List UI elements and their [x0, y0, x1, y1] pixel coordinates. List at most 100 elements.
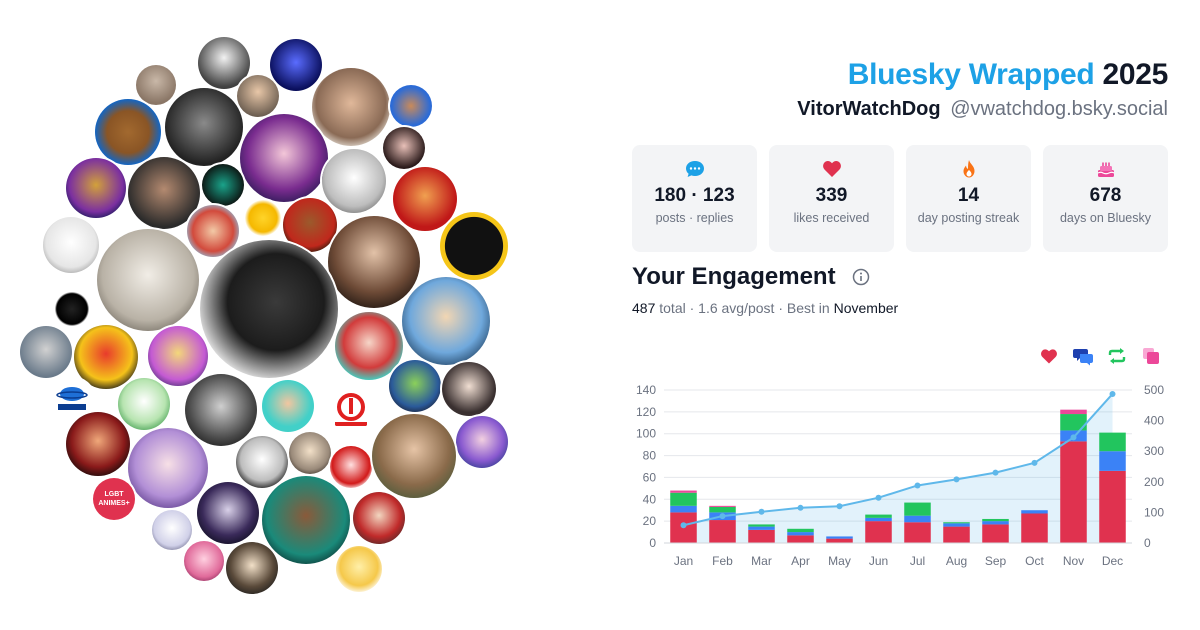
avatar[interactable] — [440, 212, 508, 280]
avatar[interactable] — [152, 510, 192, 550]
avatar[interactable] — [390, 85, 432, 127]
x-tick-label: Mar — [751, 554, 772, 568]
heart-icon — [822, 161, 841, 177]
avatar[interactable] — [442, 362, 496, 416]
avatar[interactable] — [262, 380, 314, 432]
user-handle[interactable]: @vwatchdog.bsky.social — [950, 98, 1168, 120]
avatar[interactable] — [74, 325, 138, 389]
avatar[interactable] — [393, 167, 457, 231]
avatar-large[interactable] — [262, 476, 350, 564]
x-tick-label: Jul — [910, 554, 925, 568]
reposts-legend-repost-icon[interactable] — [1106, 345, 1128, 367]
x-tick-label: Aug — [946, 554, 967, 568]
info-icon[interactable] — [852, 268, 870, 286]
y-right-tick-label: 200 — [1144, 475, 1164, 489]
bar-segment — [787, 528, 814, 533]
total-line-point — [836, 503, 843, 510]
avatar[interactable] — [402, 277, 490, 365]
bar-segment — [865, 514, 892, 518]
x-tick-label: Nov — [1063, 554, 1084, 568]
avatar[interactable] — [226, 542, 278, 594]
avatar[interactable] — [328, 216, 420, 308]
avatar-large[interactable] — [200, 240, 338, 378]
avatar[interactable] — [237, 75, 279, 117]
avatar[interactable] — [289, 432, 331, 474]
avatar[interactable] — [270, 39, 322, 91]
avatar[interactable] — [165, 88, 243, 166]
stat-card-likes: 339 likes received — [769, 145, 894, 252]
bar-segment — [1099, 432, 1126, 452]
avatar[interactable] — [245, 200, 281, 236]
stat-card-days: 678 days on Bluesky — [1043, 145, 1168, 252]
x-tick-label: Feb — [712, 554, 733, 568]
avatar[interactable] — [185, 374, 257, 446]
avatar[interactable] — [128, 428, 208, 508]
title-year: 2025 — [1102, 58, 1168, 91]
avatar[interactable] — [128, 157, 200, 229]
avatar[interactable] — [184, 541, 224, 581]
y-left-tick-label: 60 — [643, 470, 657, 484]
bar-segment — [943, 526, 970, 543]
separator: · — [689, 300, 695, 316]
y-left-tick-label: 140 — [636, 383, 656, 397]
avatar[interactable] — [95, 99, 161, 165]
avatar[interactable] — [148, 326, 208, 386]
bar-segment — [748, 526, 775, 530]
total-line-point — [914, 482, 921, 489]
title-accent: Bluesky Wrapped — [847, 58, 1095, 91]
avatar[interactable] — [312, 68, 390, 146]
y-left-tick-label: 20 — [643, 514, 657, 528]
avatar[interactable] — [240, 114, 328, 202]
stat-label: posts · replies — [655, 211, 734, 225]
x-tick-label: Dec — [1102, 554, 1123, 568]
bar-segment — [670, 490, 697, 493]
avatar[interactable] — [43, 217, 99, 273]
avatar[interactable] — [330, 446, 372, 488]
badge-text: LGBT ANIMES+ — [98, 491, 130, 507]
avatar[interactable] — [389, 360, 441, 412]
avatar[interactable] — [198, 37, 250, 89]
avatar[interactable] — [20, 326, 72, 378]
y-left-tick-label: 80 — [643, 449, 657, 463]
stat-label: days on Bluesky — [1059, 211, 1152, 225]
y-left-tick-label: 40 — [643, 492, 657, 506]
bar-segment — [1060, 414, 1087, 431]
avatar[interactable] — [329, 388, 373, 432]
catsuka-logo-icon — [335, 393, 367, 426]
avatar[interactable] — [136, 65, 176, 105]
avatar[interactable]: LGBT ANIMES+ — [93, 478, 135, 520]
avatar[interactable] — [197, 482, 259, 544]
avatar[interactable] — [236, 436, 288, 488]
bar-segment — [943, 523, 970, 527]
avatar[interactable] — [353, 492, 405, 544]
bar-segment — [1021, 510, 1048, 514]
engagement-title: Your Engagement — [632, 263, 836, 290]
avatar[interactable] — [202, 164, 244, 206]
bar-segment — [904, 502, 931, 516]
y-right-tick-label: 100 — [1144, 505, 1164, 519]
avatar[interactable] — [372, 414, 456, 498]
stat-card-posts: 180 · 123 posts · replies — [632, 145, 757, 252]
total-line — [683, 393, 1114, 527]
avatar[interactable] — [456, 416, 508, 468]
metsul-logo-icon — [56, 387, 88, 410]
avatar[interactable] — [97, 229, 199, 331]
likes-legend-heart-icon[interactable] — [1038, 345, 1060, 367]
avatar[interactable] — [187, 205, 239, 257]
engagement-best-month: November — [833, 300, 899, 316]
bar-segment — [1060, 441, 1087, 543]
quotes-legend-quote-icon[interactable] — [1140, 345, 1162, 367]
bar-segment — [904, 522, 931, 543]
replies-legend-chat-icon[interactable] — [1072, 345, 1094, 367]
avatar[interactable] — [335, 312, 403, 380]
y-right-tick-label: 400 — [1144, 414, 1164, 428]
avatar[interactable] — [66, 412, 130, 476]
avatar[interactable] — [336, 546, 382, 592]
engagement-summary: 487 total · 1.6 avg/post · Best in Novem… — [632, 299, 898, 317]
avatar[interactable] — [66, 158, 126, 218]
avatar[interactable] — [383, 127, 425, 169]
bar-segment — [904, 515, 931, 523]
avatar[interactable] — [322, 149, 386, 213]
stat-label: likes received — [793, 211, 870, 225]
avatar[interactable] — [118, 378, 170, 430]
